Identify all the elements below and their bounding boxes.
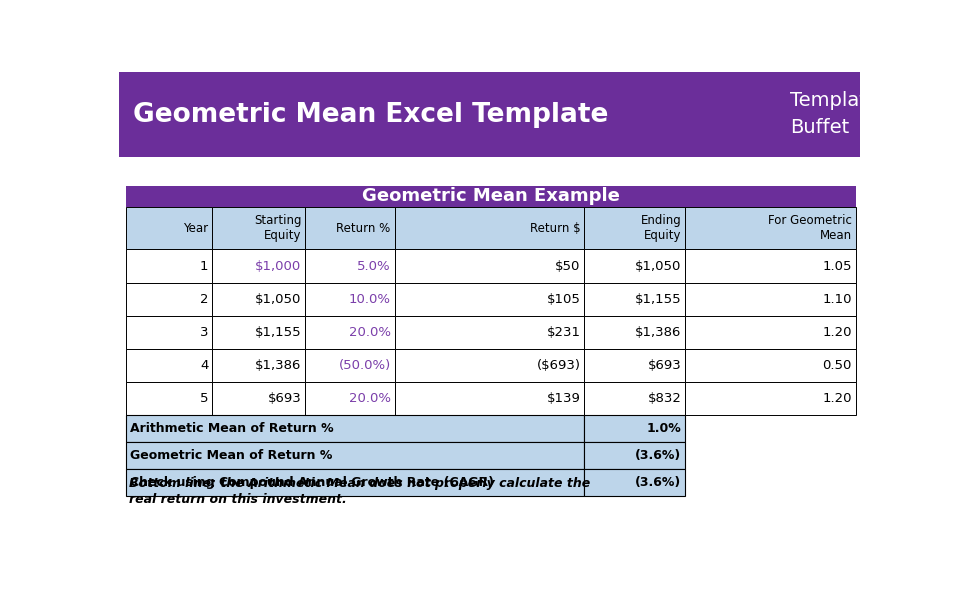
Text: Ending
Equity: Ending Equity [641, 214, 681, 242]
Bar [584, 469, 685, 496]
Text: $693: $693 [267, 392, 302, 405]
Bar [685, 316, 856, 349]
Bar [685, 382, 856, 415]
Bar [125, 250, 212, 283]
Text: (50.0%): (50.0%) [338, 359, 391, 372]
Bar [394, 207, 584, 250]
Bar [394, 283, 584, 316]
Text: Buffet: Buffet [790, 118, 849, 136]
Text: 1.20: 1.20 [822, 392, 852, 405]
Bar [125, 382, 212, 415]
Text: 1.20: 1.20 [822, 326, 852, 339]
Text: 1.0%: 1.0% [647, 422, 681, 435]
Bar [584, 316, 685, 349]
Bar [394, 382, 584, 415]
Text: $105: $105 [546, 292, 581, 306]
Bar [125, 316, 212, 349]
Bar [125, 283, 212, 316]
Text: $1,155: $1,155 [635, 292, 681, 306]
Bar [685, 250, 856, 283]
Bar [685, 349, 856, 382]
Text: $693: $693 [647, 359, 681, 372]
Bar [125, 349, 212, 382]
Bar [584, 442, 685, 469]
Bar [306, 207, 394, 250]
Text: real return on this investment.: real return on this investment. [129, 493, 347, 506]
Text: $139: $139 [546, 392, 581, 405]
Text: Bottom line: the Arithmetic Mean does not properly calculate the: Bottom line: the Arithmetic Mean does no… [129, 478, 590, 490]
Bar [125, 186, 856, 207]
Bar [685, 207, 856, 250]
Text: $1,050: $1,050 [255, 292, 302, 306]
Bar [394, 316, 584, 349]
Text: $50: $50 [555, 259, 581, 273]
Bar [212, 349, 306, 382]
Text: 5.0%: 5.0% [357, 259, 391, 273]
Bar [394, 250, 584, 283]
Text: Arithmetic Mean of Return %: Arithmetic Mean of Return % [130, 422, 334, 435]
Text: 1.10: 1.10 [822, 292, 852, 306]
Text: 2: 2 [200, 292, 208, 306]
Bar [212, 207, 306, 250]
Text: 3: 3 [200, 326, 208, 339]
Bar [212, 316, 306, 349]
Bar [119, 157, 860, 184]
Bar [306, 250, 394, 283]
Text: (3.6%): (3.6%) [635, 476, 681, 489]
Bar [212, 283, 306, 316]
Text: 5: 5 [200, 392, 208, 405]
Text: Return %: Return % [336, 222, 391, 235]
Text: 4: 4 [201, 359, 208, 372]
Bar [125, 415, 584, 442]
Text: $1,155: $1,155 [255, 326, 302, 339]
Text: Check using Compound Annual Growth Rate (CAGR): Check using Compound Annual Growth Rate … [130, 476, 495, 489]
Text: For Geometric
Mean: For Geometric Mean [768, 214, 852, 242]
Bar [306, 316, 394, 349]
Text: 20.0%: 20.0% [349, 326, 391, 339]
Bar [584, 349, 685, 382]
Bar [584, 207, 685, 250]
Bar [306, 283, 394, 316]
Bar [306, 349, 394, 382]
Bar [125, 469, 584, 496]
Text: Year: Year [183, 222, 208, 235]
Text: $832: $832 [647, 392, 681, 405]
Text: $1,050: $1,050 [635, 259, 681, 273]
Bar [584, 415, 685, 442]
Bar [212, 382, 306, 415]
Text: Starting
Equity: Starting Equity [254, 214, 302, 242]
Text: 1: 1 [200, 259, 208, 273]
Text: $1,386: $1,386 [255, 359, 302, 372]
Bar [584, 283, 685, 316]
Text: Geometric Mean Example: Geometric Mean Example [362, 188, 620, 206]
Text: 10.0%: 10.0% [349, 292, 391, 306]
Bar [119, 72, 860, 157]
Bar [212, 250, 306, 283]
Text: Geometric Mean of Return %: Geometric Mean of Return % [130, 449, 332, 462]
Bar [394, 349, 584, 382]
Bar [584, 250, 685, 283]
Text: Template: Template [790, 91, 879, 110]
Text: (3.6%): (3.6%) [635, 449, 681, 462]
Text: $1,386: $1,386 [635, 326, 681, 339]
Text: Geometric Mean Excel Template: Geometric Mean Excel Template [134, 102, 608, 128]
Text: $231: $231 [546, 326, 581, 339]
Text: Return $: Return $ [530, 222, 581, 235]
Text: ($693): ($693) [537, 359, 581, 372]
Text: 0.50: 0.50 [822, 359, 852, 372]
Bar [125, 442, 584, 469]
Bar [306, 382, 394, 415]
Text: 1.05: 1.05 [822, 259, 852, 273]
Bar [685, 283, 856, 316]
Bar [584, 382, 685, 415]
Bar [125, 207, 212, 250]
Text: 20.0%: 20.0% [349, 392, 391, 405]
Text: $1,000: $1,000 [255, 259, 302, 273]
